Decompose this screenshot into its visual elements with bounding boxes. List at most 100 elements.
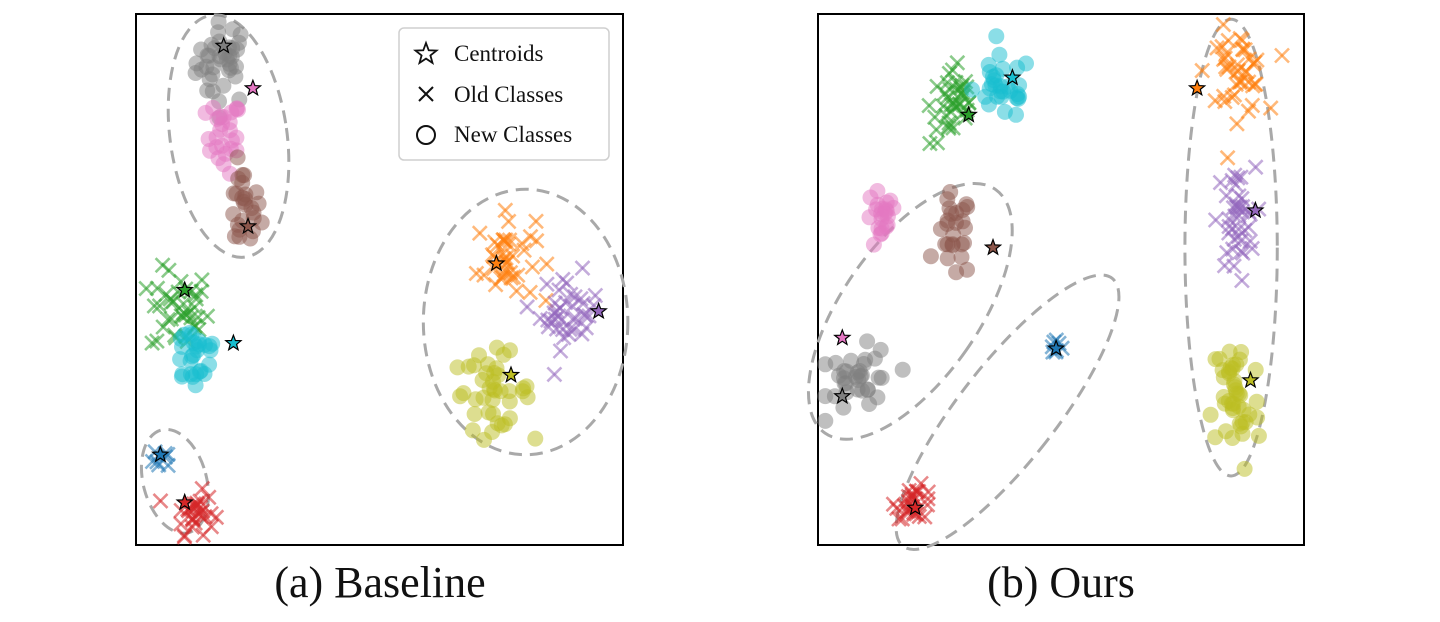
- point-old-green: [188, 290, 205, 307]
- point-old-orange: [1245, 55, 1262, 72]
- point-old-orange: [1237, 41, 1254, 58]
- point-new-cyan: [184, 368, 201, 385]
- point-old-purple: [1247, 159, 1264, 176]
- point-new-cyan: [964, 81, 980, 98]
- point-old-green: [154, 257, 171, 274]
- point-old-green: [163, 294, 180, 311]
- point-new-brown: [234, 167, 251, 183]
- centroid-star-purple: [589, 301, 608, 320]
- centroid-star-red: [905, 498, 925, 516]
- point-new-cyan: [190, 332, 207, 349]
- point-old-green: [947, 74, 964, 91]
- points-ours: [817, 16, 1290, 527]
- point-new-olive: [518, 378, 535, 395]
- point-old-orange: [495, 245, 512, 262]
- point-old-purple: [567, 310, 584, 327]
- point-new-gray: [853, 367, 870, 384]
- centroid-star-red: [175, 492, 194, 511]
- point-old-orange: [1194, 62, 1211, 79]
- point-old-green: [945, 119, 962, 136]
- point-old-red: [203, 518, 220, 535]
- point-old-purple: [554, 321, 571, 338]
- point-new-gray: [215, 77, 232, 94]
- centroid-star-blue: [1046, 338, 1066, 357]
- point-old-red: [194, 480, 211, 497]
- point-old-orange: [501, 232, 518, 249]
- point-old-green: [160, 311, 177, 328]
- point-new-olive: [474, 372, 491, 388]
- centroid-star-olive: [1241, 370, 1260, 389]
- point-new-gray: [872, 341, 889, 358]
- point-old-orange: [1209, 39, 1225, 56]
- point-new-olive: [501, 393, 518, 410]
- legend-circle-icon: [416, 125, 436, 145]
- point-new-gray: [894, 361, 911, 378]
- point-old-orange: [1229, 56, 1246, 73]
- point-old-green: [155, 319, 172, 335]
- point-old-orange: [508, 283, 525, 299]
- cluster-group-ellipse-ours-2: [1183, 17, 1279, 478]
- point-new-gray: [817, 412, 834, 429]
- point-new-olive: [1215, 389, 1232, 405]
- point-old-orange: [528, 213, 544, 230]
- point-new-pink: [862, 189, 879, 206]
- point-new-pink: [876, 205, 893, 222]
- point-old-red: [200, 489, 217, 506]
- point-new-olive: [486, 381, 502, 398]
- point-old-red: [900, 488, 917, 505]
- centroid-star-green: [175, 280, 194, 298]
- point-new-olive: [1202, 406, 1219, 423]
- point-old-green: [148, 333, 165, 350]
- point-old-orange: [1220, 32, 1237, 49]
- points-baseline: [138, 14, 604, 545]
- point-new-olive: [480, 404, 497, 421]
- point-old-green: [921, 135, 938, 152]
- point-new-olive: [495, 346, 512, 363]
- point-old-purple: [587, 287, 604, 304]
- point-new-olive: [527, 430, 544, 447]
- legend-box: [398, 27, 610, 161]
- point-old-orange: [1240, 74, 1257, 91]
- point-new-cyan: [981, 80, 998, 97]
- point-old-orange: [1262, 100, 1279, 117]
- point-old-green: [177, 306, 194, 323]
- point-old-orange: [1228, 115, 1245, 132]
- point-new-cyan: [1018, 55, 1034, 72]
- point-new-brown: [943, 205, 960, 222]
- centroid-star-green: [959, 105, 978, 123]
- point-new-olive: [1227, 379, 1244, 396]
- point-new-pink: [209, 110, 226, 127]
- centroids-baseline: [151, 36, 608, 511]
- centroid-star-cyan: [1003, 68, 1022, 86]
- point-new-olive: [1236, 460, 1253, 477]
- point-new-gray: [210, 14, 227, 30]
- point-old-purple: [547, 295, 564, 312]
- point-new-gray: [222, 59, 239, 76]
- point-old-red: [172, 515, 189, 532]
- point-old-purple: [1224, 241, 1241, 258]
- point-old-purple: [574, 260, 591, 277]
- centroid-star-pink: [833, 328, 852, 346]
- point-new-olive: [466, 406, 483, 422]
- centroid-star-orange: [487, 253, 506, 272]
- centroid-star-orange: [1187, 78, 1207, 97]
- point-new-pink: [208, 129, 225, 146]
- point-new-cyan: [980, 56, 997, 73]
- point-old-orange: [1219, 149, 1236, 166]
- point-new-pink: [865, 236, 882, 253]
- point-old-orange: [538, 256, 555, 273]
- point-new-gray: [859, 333, 876, 350]
- point-old-orange: [497, 202, 514, 219]
- point-old-red: [208, 509, 225, 526]
- legend-label-new-classes: New Classes: [454, 122, 572, 147]
- legend-label-old-classes: Old Classes: [454, 82, 563, 107]
- point-old-green: [947, 98, 964, 115]
- point-new-pink: [861, 209, 878, 226]
- point-old-green: [945, 93, 962, 110]
- point-old-red: [919, 496, 936, 513]
- cluster-group-ellipse-baseline-0: [166, 13, 291, 259]
- cluster-group-ellipse-ours-1: [894, 273, 1121, 551]
- centroid-star-brown: [238, 216, 258, 235]
- point-new-gray: [831, 367, 847, 384]
- point-old-red: [176, 529, 193, 545]
